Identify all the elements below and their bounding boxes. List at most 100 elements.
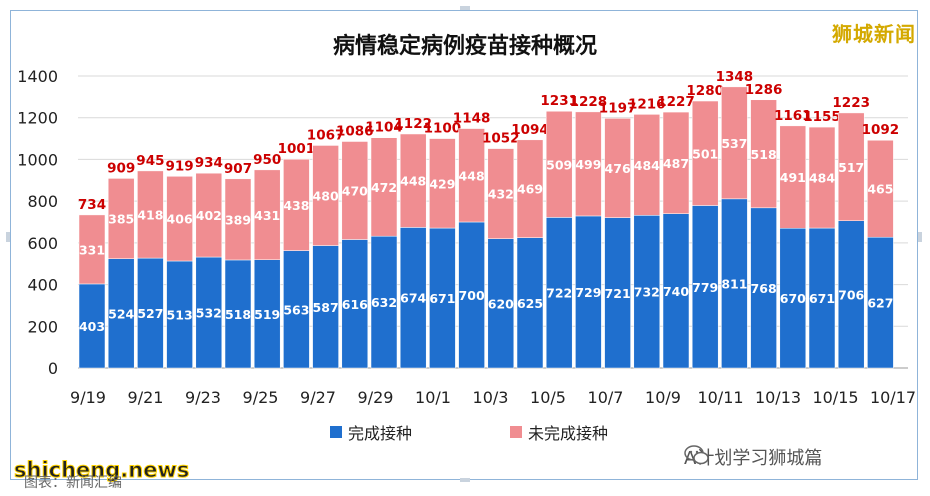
data-label-uncompleted: 518	[751, 147, 777, 162]
data-label-completed: 674	[400, 291, 426, 306]
data-label-completed: 627	[867, 296, 893, 311]
data-label-completed: 616	[342, 297, 368, 312]
data-label-uncompleted: 448	[400, 174, 426, 189]
data-label-total: 1228	[570, 94, 608, 110]
y-tick-label: 0	[48, 359, 58, 378]
chart-title: 病情稳定病例疫苗接种概况	[332, 34, 597, 59]
data-label-uncompleted: 537	[721, 136, 747, 151]
bar-uncompleted	[575, 111, 602, 217]
bar-uncompleted	[750, 99, 777, 209]
data-label-completed: 518	[225, 307, 251, 322]
x-tick-label: 10/5	[530, 388, 566, 407]
legend-swatch-completed	[330, 426, 342, 438]
data-label-completed: 524	[108, 306, 134, 321]
data-label-total: 1227	[657, 94, 695, 110]
data-label-completed: 779	[692, 280, 718, 295]
data-label-completed: 620	[488, 296, 514, 311]
x-tick-label: 9/25	[243, 388, 279, 407]
data-label-completed: 632	[371, 295, 397, 310]
data-label-completed: 670	[780, 291, 806, 306]
data-label-total: 950	[253, 152, 281, 168]
data-label-total: 1223	[832, 95, 870, 111]
bar-uncompleted	[458, 128, 485, 223]
data-label-completed: 732	[634, 285, 660, 300]
data-label-total: 1122	[394, 116, 432, 132]
resize-handle-left[interactable]	[6, 232, 10, 242]
data-label-uncompleted: 406	[167, 212, 193, 227]
data-label-total: 1100	[424, 121, 462, 137]
bar-uncompleted	[487, 148, 515, 239]
y-tick-label: 1000	[17, 150, 58, 169]
bar-uncompleted	[399, 133, 427, 228]
bar-uncompleted	[224, 178, 252, 261]
data-label-completed: 519	[254, 307, 280, 322]
bar-uncompleted	[107, 178, 135, 259]
bar-completed	[837, 220, 865, 369]
data-label-total: 1094	[511, 122, 549, 138]
bar-uncompleted	[721, 86, 748, 200]
data-label-completed: 671	[809, 291, 835, 306]
data-label-total: 1104	[365, 120, 403, 136]
data-label-total: 1092	[862, 122, 900, 138]
bar-uncompleted	[253, 169, 281, 261]
bar-completed	[253, 259, 281, 369]
data-label-completed: 740	[663, 284, 689, 299]
data-label-uncompleted: 331	[79, 242, 105, 257]
bar-uncompleted	[312, 145, 339, 246]
legend-label-uncompleted: 未完成接种	[528, 424, 609, 443]
data-label-uncompleted: 487	[663, 156, 689, 171]
bar-completed	[487, 238, 515, 369]
data-label-uncompleted: 402	[196, 208, 222, 223]
bar-completed	[750, 207, 777, 369]
bar-uncompleted	[370, 137, 398, 237]
data-label-uncompleted: 429	[429, 176, 455, 191]
wechat-account-name: A计划学习狮城篇	[684, 448, 823, 469]
data-label-total: 1348	[716, 69, 754, 85]
resize-handle-right[interactable]	[918, 232, 922, 242]
site-watermark: shicheng.news	[13, 458, 190, 483]
bar-uncompleted	[808, 126, 836, 229]
bar-completed	[78, 283, 106, 369]
data-label-uncompleted: 472	[371, 180, 397, 195]
bar-completed	[107, 258, 135, 369]
bar-completed	[633, 215, 661, 369]
data-label-completed: 532	[196, 306, 222, 321]
bar-completed	[312, 245, 339, 369]
data-label-total: 1280	[686, 83, 724, 99]
data-label-total: 1052	[482, 131, 520, 147]
data-label-total: 909	[107, 160, 135, 176]
x-tick-label: 9/21	[128, 388, 164, 407]
x-tick-label: 10/3	[473, 388, 509, 407]
data-label-uncompleted: 470	[342, 184, 368, 199]
data-label-completed: 811	[721, 276, 747, 291]
wechat-account: A计划学习狮城篇	[684, 444, 822, 470]
data-label-total: 1148	[453, 111, 491, 127]
bar-uncompleted	[633, 114, 661, 216]
resize-handle-bottom[interactable]	[460, 478, 470, 482]
bar-completed	[341, 239, 369, 369]
resize-handle-top[interactable]	[460, 6, 470, 10]
legend-item-completed: 完成接种	[330, 420, 412, 444]
data-label-total: 1067	[307, 127, 345, 143]
x-tick-label: 10/17	[870, 388, 916, 407]
x-tick-label: 10/7	[588, 388, 624, 407]
bar-uncompleted	[867, 139, 894, 238]
data-label-total: 907	[224, 161, 252, 177]
y-tick-label: 800	[27, 192, 58, 211]
data-label-uncompleted: 438	[283, 198, 309, 213]
data-label-total: 1161	[774, 108, 812, 124]
data-label-total: 1155	[803, 109, 841, 125]
bar-uncompleted	[341, 141, 369, 240]
y-tick-label: 1400	[17, 67, 58, 86]
data-label-uncompleted: 517	[838, 160, 864, 175]
bar-completed	[867, 236, 894, 369]
bar-completed	[370, 235, 398, 369]
data-label-uncompleted: 499	[575, 157, 601, 172]
data-label-uncompleted: 448	[459, 168, 485, 183]
data-label-total: 1286	[745, 82, 783, 98]
data-label-total: 1197	[599, 100, 637, 116]
x-tick-label: 10/9	[645, 388, 681, 407]
bar-uncompleted	[283, 158, 310, 251]
data-label-uncompleted: 465	[867, 182, 893, 197]
